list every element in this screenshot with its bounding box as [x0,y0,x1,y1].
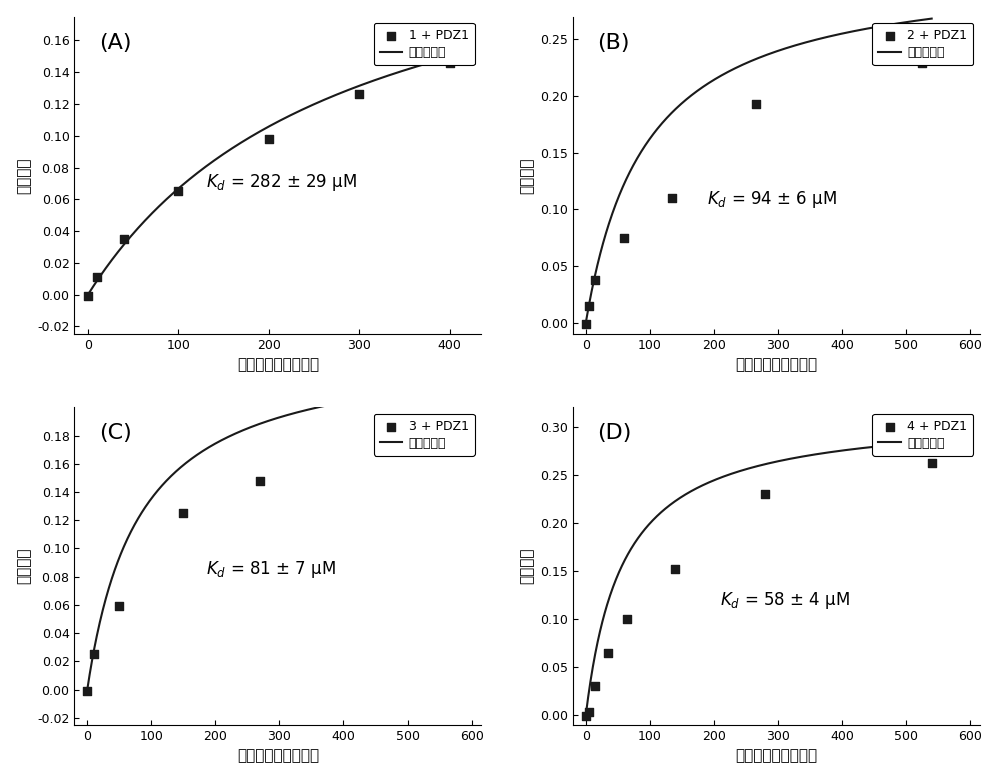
2 + PDZ1 [616,232,632,244]
1 + PDZ1 [261,133,277,145]
亲和力拟合 [847,445,859,454]
亲和力拟合 [580,711,592,720]
亲和力拟合 [784,42,796,51]
1 + PDZ1 [442,56,458,69]
Y-axis label: 荧光偏振: 荧光偏振 [17,548,32,584]
Legend: 1 + PDZ1, 亲和力拟合: 1 + PDZ1, 亲和力拟合 [374,23,475,66]
Line: 亲和力拟合: 亲和力拟合 [586,19,932,323]
3 + PDZ1 [79,685,95,697]
1 + PDZ1 [351,88,367,101]
4 + PDZ1 [667,563,683,576]
亲和力拟合 [244,423,256,432]
Text: $K_d$ = 58 ± 4 μM: $K_d$ = 58 ± 4 μM [720,590,850,611]
亲和力拟合 [81,685,93,694]
3 + PDZ1 [175,507,191,519]
亲和力拟合 [789,453,801,463]
亲和力拟合 [145,495,157,504]
Y-axis label: 荧光偏振: 荧光偏振 [520,158,535,193]
亲和力拟合 [926,14,938,23]
亲和力拟合 [741,464,753,473]
亲和力拟合 [440,383,452,392]
Text: (C): (C) [99,424,132,443]
亲和力拟合 [321,401,333,410]
1 + PDZ1 [89,271,105,283]
亲和力拟合 [817,448,829,458]
亲和力拟合 [811,35,823,44]
Text: $K_d$ = 94 ± 6 μM: $K_d$ = 94 ± 6 μM [707,189,838,210]
4 + PDZ1 [581,706,597,718]
Legend: 4 + PDZ1, 亲和力拟合: 4 + PDZ1, 亲和力拟合 [872,413,973,456]
3 + PDZ1 [86,648,102,661]
Legend: 3 + PDZ1, 亲和力拟合: 3 + PDZ1, 亲和力拟合 [374,413,475,456]
4 + PDZ1 [587,680,603,693]
Y-axis label: 荧光偏振: 荧光偏振 [17,158,32,193]
亲和力拟合 [336,88,348,98]
亲和力拟合 [306,101,318,110]
2 + PDZ1 [664,192,680,204]
1 + PDZ1 [116,232,132,245]
2 + PDZ1 [748,98,764,110]
4 + PDZ1 [924,457,940,470]
Text: (D): (D) [597,424,632,443]
Text: $K_d$ = 282 ± 29 μM: $K_d$ = 282 ± 29 μM [206,172,357,193]
Line: 亲和力拟合: 亲和力拟合 [88,52,468,295]
亲和力拟合 [173,463,185,473]
亲和力拟合 [840,28,852,37]
Text: (A): (A) [99,33,131,52]
Text: $K_d$ = 81 ± 7 μM: $K_d$ = 81 ± 7 μM [206,559,336,580]
亲和力拟合 [351,395,363,404]
X-axis label: 蛋白浓度（微摩尔）: 蛋白浓度（微摩尔） [237,358,319,373]
亲和力拟合 [149,205,161,215]
Line: 亲和力拟合: 亲和力拟合 [87,388,446,690]
亲和力拟合 [462,48,474,57]
X-axis label: 蛋白浓度（微摩尔）: 蛋白浓度（微摩尔） [237,748,319,764]
亲和力拟合 [643,520,655,530]
亲和力拟合 [641,138,653,147]
Line: 亲和力拟合: 亲和力拟合 [586,441,941,715]
4 + PDZ1 [619,613,635,626]
亲和力拟合 [671,495,683,505]
Text: (B): (B) [597,33,630,52]
4 + PDZ1 [578,710,594,722]
4 + PDZ1 [600,647,616,659]
3 + PDZ1 [252,474,268,487]
亲和力拟合 [82,290,94,300]
亲和力拟合 [254,127,266,136]
3 + PDZ1 [428,438,444,450]
Y-axis label: 荧光偏振: 荧光偏振 [520,548,535,584]
2 + PDZ1 [587,274,603,286]
1 + PDZ1 [170,185,186,197]
亲和力拟合 [736,60,748,69]
亲和力拟合 [669,105,681,115]
3 + PDZ1 [111,600,127,612]
X-axis label: 蛋白浓度（微摩尔）: 蛋白浓度（微摩尔） [735,748,817,764]
亲和力拟合 [368,76,380,85]
4 + PDZ1 [757,488,773,500]
亲和力拟合 [180,178,192,187]
X-axis label: 蛋白浓度（微摩尔）: 蛋白浓度（微摩尔） [735,358,817,373]
亲和力拟合 [293,407,305,417]
2 + PDZ1 [581,300,597,312]
2 + PDZ1 [578,317,594,330]
Legend: 2 + PDZ1, 亲和力拟合: 2 + PDZ1, 亲和力拟合 [872,23,973,66]
1 + PDZ1 [80,290,96,303]
亲和力拟合 [935,436,947,445]
亲和力拟合 [580,318,592,328]
2 + PDZ1 [914,57,930,69]
